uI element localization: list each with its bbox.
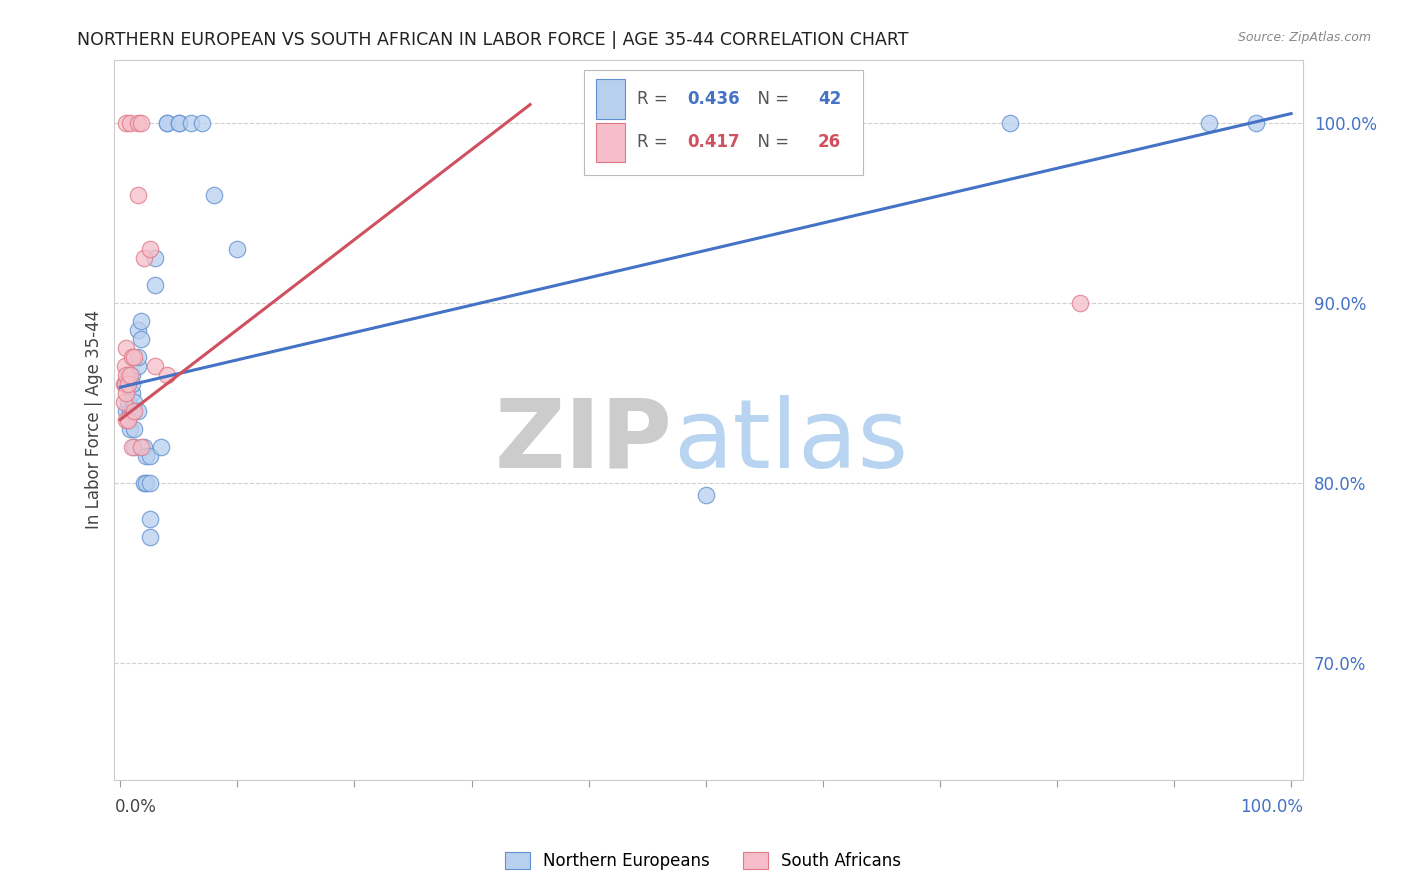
Point [115,412,138,426]
Point [124,394,146,409]
Point [121,385,143,400]
Text: Source: ZipAtlas.com: Source: ZipAtlas.com [1237,31,1371,45]
Point [226,242,249,256]
Point [118,403,141,417]
Point [131,332,153,346]
Point [202,187,225,202]
Point [124,440,146,454]
Point [131,313,153,327]
Point [695,488,717,502]
Point [127,115,149,129]
Y-axis label: In Labor Force | Age 35-44: In Labor Force | Age 35-44 [86,310,103,529]
Point [115,403,138,417]
Point [1198,115,1220,129]
Text: 0.0%: 0.0% [114,798,156,816]
Text: 100.0%: 100.0% [1240,798,1303,816]
Point [124,403,146,417]
Point [121,403,143,417]
Point [124,422,146,436]
Point [117,394,139,409]
Point [127,403,149,417]
Point [112,394,135,409]
Legend: Northern Europeans, South Africans: Northern Europeans, South Africans [498,845,908,877]
Point [138,242,160,256]
Point [145,359,167,373]
Point [127,323,149,337]
Point [180,115,202,129]
Text: atlas: atlas [673,395,908,488]
Point [115,385,138,400]
Point [138,511,160,525]
Point [191,115,214,129]
Point [1244,115,1267,129]
Text: N =: N = [747,90,794,108]
Point [112,376,135,391]
FancyBboxPatch shape [596,122,626,162]
Point [138,530,160,544]
Point [135,449,157,463]
Point [132,475,155,490]
Text: 42: 42 [818,90,841,108]
Point [118,368,141,382]
Point [115,368,138,382]
Point [115,341,138,355]
Point [998,115,1021,129]
Text: 0.436: 0.436 [688,90,740,108]
Point [124,350,146,364]
Point [115,376,138,391]
Point [121,440,143,454]
Text: 26: 26 [818,134,841,152]
Point [167,115,190,129]
Point [118,115,141,129]
FancyBboxPatch shape [596,79,626,119]
Text: N =: N = [747,134,794,152]
Text: R =: R = [637,90,673,108]
Point [131,440,153,454]
Point [121,368,143,382]
Point [127,359,149,373]
Point [131,115,153,129]
Point [138,475,160,490]
FancyBboxPatch shape [583,70,863,175]
Point [121,376,143,391]
Point [127,187,149,202]
Point [121,350,143,364]
Point [138,449,160,463]
Point [156,115,179,129]
Point [145,251,167,265]
Point [156,115,179,129]
Point [127,350,149,364]
Point [118,422,141,436]
Point [135,475,157,490]
Text: R =: R = [637,134,673,152]
Point [115,115,138,129]
Point [132,440,155,454]
Point [114,359,136,373]
Point [117,368,139,382]
Point [156,368,179,382]
Point [167,115,190,129]
Point [145,277,167,292]
Point [1069,295,1091,310]
Text: 0.417: 0.417 [688,134,740,152]
Point [150,440,173,454]
Point [117,376,139,391]
Text: NORTHERN EUROPEAN VS SOUTH AFRICAN IN LABOR FORCE | AGE 35-44 CORRELATION CHART: NORTHERN EUROPEAN VS SOUTH AFRICAN IN LA… [77,31,908,49]
Point [117,412,139,426]
Point [132,251,155,265]
Text: ZIP: ZIP [495,395,673,488]
Point [114,376,136,391]
